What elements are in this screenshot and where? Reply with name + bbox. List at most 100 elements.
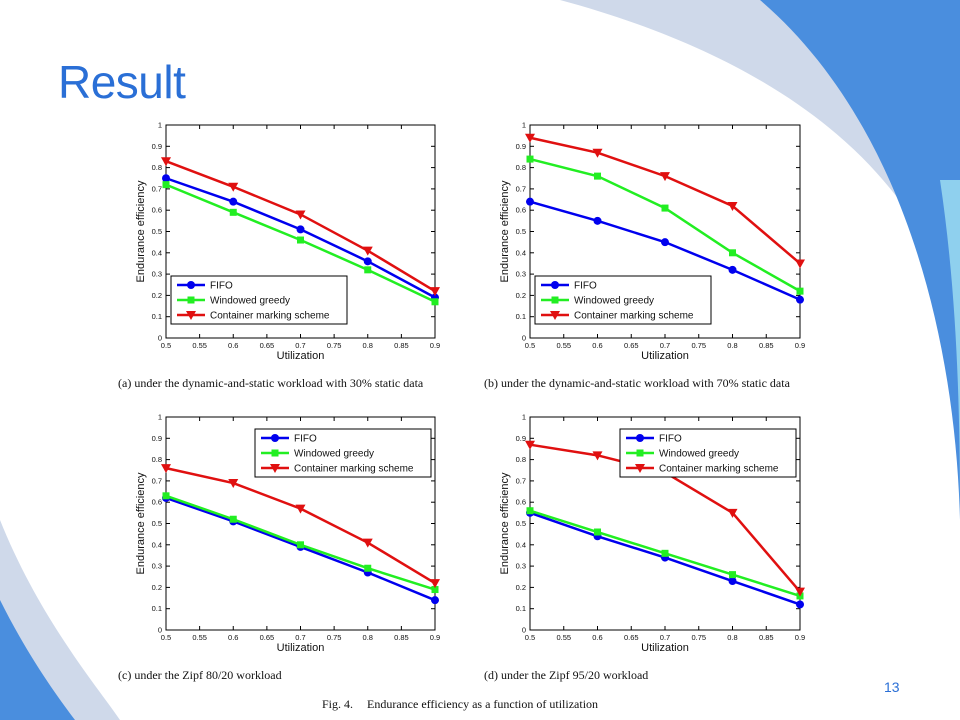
subfigure-caption-a: (a) under the dynamic-and-static workloa… (118, 376, 424, 390)
data-point-s2-3 (362, 538, 373, 548)
y-tick-label: 0 (522, 626, 526, 635)
legend-label-1: Windowed greedy (659, 449, 739, 460)
legend: FIFO Windowed greedy Container marking sch… (534, 275, 712, 325)
x-tick-label: 0.55 (192, 633, 207, 642)
y-tick-label: 0 (158, 626, 162, 635)
x-tick-label: 0.75 (691, 633, 706, 642)
y-axis-label: Endurance efficiency (135, 472, 147, 574)
y-tick-label: 0.9 (152, 434, 162, 443)
data-point-s1-0 (526, 155, 534, 163)
data-point-s2-0 (525, 440, 535, 450)
y-tick-label: 0.8 (152, 455, 162, 464)
subfigure-caption-b: (b) under the dynamic-and-static workloa… (484, 376, 790, 390)
x-tick-label: 0.9 (430, 341, 440, 350)
y-tick-label: 0 (522, 334, 526, 343)
x-tick-label: 0.65 (260, 341, 275, 350)
y-axis-label: Endurance efficiency (499, 472, 511, 574)
legend: FIFO Windowed greedy Container marking sch… (254, 428, 432, 478)
x-tick-label: 0.9 (430, 633, 440, 642)
x-tick-label: 0.55 (556, 341, 571, 350)
y-tick-label: 0.6 (516, 498, 526, 507)
data-point-s0-3 (728, 265, 737, 274)
x-tick-label: 0.8 (727, 633, 737, 642)
data-point-s1-2 (297, 541, 304, 549)
data-point-s2-2 (295, 504, 306, 514)
legend: FIFO Windowed greedy Container marking sch… (619, 428, 797, 478)
x-tick-label: 0.5 (525, 633, 535, 642)
top-right-swoosh-blue (760, 0, 960, 520)
y-tick-label: 0.8 (516, 163, 526, 172)
legend-label-2: Container marking scheme (574, 311, 694, 322)
legend-marker-0 (636, 434, 644, 442)
y-axis-label: Endurance efficiency (499, 180, 511, 282)
x-tick-label: 0.9 (795, 633, 805, 642)
x-axis-label: Utilization (641, 350, 689, 362)
data-point-s1-2 (661, 549, 669, 557)
subfigure-caption-d: (d) under the Zipf 95/20 workload (484, 668, 649, 682)
legend-label-2: Container marking scheme (294, 464, 414, 475)
legend-marker-0 (187, 281, 195, 289)
x-tick-label: 0.65 (624, 341, 639, 350)
data-point-s1-1 (229, 208, 237, 216)
chart-2: 0.5 0.55 0.6 0.65 0.7 0.75 0.8 0.85 0.9 0 0.1 0.2 0.… (135, 413, 440, 655)
y-axis-label: Endurance efficiency (135, 180, 147, 282)
data-point-s0-0 (162, 174, 170, 183)
x-tick-label: 0.7 (295, 341, 305, 350)
data-point-s0-3 (363, 257, 372, 266)
x-tick-label: 0.6 (592, 341, 602, 350)
legend-label-1: Windowed greedy (294, 449, 374, 460)
y-tick-label: 0.3 (152, 270, 162, 279)
chart-3: 0.5 0.55 0.6 0.65 0.7 0.75 0.8 0.85 0.9 0 0.1 0.2 0.… (499, 413, 805, 655)
y-tick-label: 0.1 (152, 604, 162, 613)
data-point-s2-0 (161, 464, 171, 474)
x-tick-label: 0.8 (363, 633, 373, 642)
slide-title: Result (58, 56, 186, 108)
legend: FIFO Windowed greedy Container marking sch… (170, 275, 348, 325)
data-point-s1-3 (364, 564, 372, 572)
y-tick-label: 0.6 (152, 206, 162, 215)
data-point-s2-2 (295, 210, 306, 220)
x-tick-label: 0.85 (759, 633, 774, 642)
data-point-s1-2 (297, 236, 304, 244)
y-tick-label: 0.3 (152, 562, 162, 571)
chart-0: 0.5 0.55 0.6 0.65 0.7 0.75 0.8 0.85 0.9 0 0.1 0.2 0.… (135, 121, 440, 363)
y-tick-label: 0.3 (516, 562, 526, 571)
y-tick-label: 0.1 (516, 312, 526, 321)
x-tick-label: 0.85 (394, 341, 409, 350)
x-tick-label: 0.85 (394, 633, 409, 642)
legend-marker-1 (636, 449, 644, 457)
y-tick-label: 1 (522, 413, 526, 422)
page-number: 13 (884, 679, 900, 695)
y-tick-label: 0.2 (152, 291, 162, 300)
x-tick-label: 0.6 (592, 633, 602, 642)
figure-caption-text: Endurance efficiency as a function of ut… (367, 697, 599, 711)
y-tick-label: 0.8 (152, 163, 162, 172)
bottom-left-swoosh-blue (0, 600, 75, 720)
y-tick-label: 0.4 (516, 248, 526, 257)
data-point-s2-3 (727, 508, 738, 518)
legend-marker-1 (271, 449, 279, 457)
data-point-s2-4 (430, 287, 440, 297)
data-point-s1-1 (229, 515, 237, 523)
y-tick-label: 0.9 (516, 142, 526, 151)
x-tick-label: 0.8 (363, 341, 373, 350)
legend-marker-1 (187, 296, 195, 304)
x-tick-label: 0.5 (161, 633, 171, 642)
x-tick-label: 0.7 (660, 341, 670, 350)
x-tick-label: 0.85 (759, 341, 774, 350)
y-tick-label: 0.5 (516, 519, 526, 528)
x-tick-label: 0.55 (556, 633, 571, 642)
x-tick-label: 0.6 (228, 341, 238, 350)
y-tick-label: 0.2 (516, 291, 526, 300)
data-point-s1-4 (431, 586, 439, 594)
x-tick-label: 0.5 (161, 341, 171, 350)
y-tick-label: 0.3 (516, 270, 526, 279)
y-tick-label: 0.7 (152, 184, 162, 193)
x-tick-label: 0.75 (327, 633, 342, 642)
y-tick-label: 0.2 (516, 583, 526, 592)
legend-marker-2 (550, 311, 560, 320)
data-point-s1-3 (729, 249, 736, 257)
data-point-s2-1 (592, 148, 603, 158)
